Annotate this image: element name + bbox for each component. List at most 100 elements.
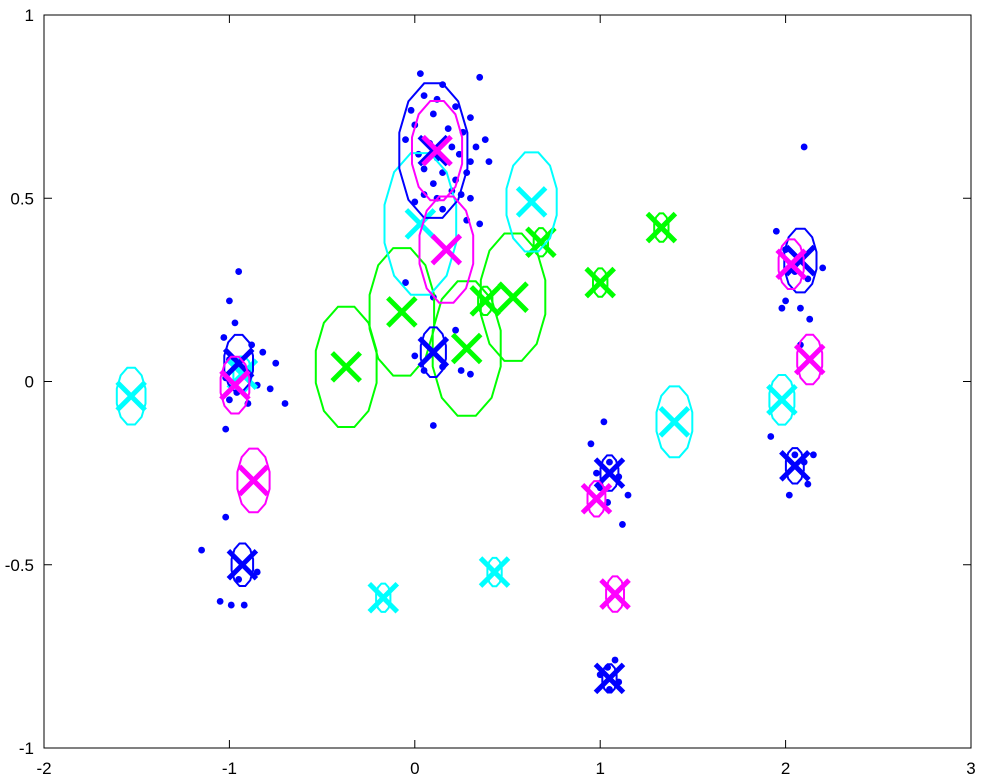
data-point-dot bbox=[198, 546, 205, 554]
cluster-circle bbox=[796, 333, 824, 386]
data-point-dot bbox=[804, 480, 812, 488]
x-mark-stroke bbox=[237, 464, 270, 497]
x-mark-stroke bbox=[515, 186, 548, 218]
x-mark-stroke bbox=[645, 211, 678, 244]
cluster-center-x-mark bbox=[430, 233, 463, 266]
cluster-circle bbox=[383, 152, 458, 296]
data-point-dot bbox=[216, 598, 224, 605]
data-point-dot bbox=[467, 114, 474, 122]
x-tick-label: 3 bbox=[966, 759, 975, 778]
cluster-circle bbox=[777, 238, 805, 290]
data-marks bbox=[115, 70, 827, 695]
data-point-dot bbox=[806, 315, 814, 323]
data-point-dot bbox=[253, 568, 261, 576]
x-mark-stroke bbox=[450, 332, 483, 365]
data-point-dot bbox=[226, 297, 233, 305]
data-point-dot bbox=[797, 304, 804, 312]
cluster-circle bbox=[655, 385, 694, 459]
data-point-dot bbox=[448, 143, 456, 151]
cluster-circle bbox=[505, 151, 558, 253]
data-point-dot bbox=[452, 103, 459, 111]
cluster-center-x-mark bbox=[450, 332, 483, 365]
x-mark-stroke bbox=[766, 384, 798, 416]
x-mark-stroke bbox=[658, 406, 691, 438]
data-point-dot bbox=[606, 685, 613, 693]
cluster-circle bbox=[599, 454, 620, 492]
cluster-circle bbox=[784, 447, 805, 485]
data-point-dot bbox=[485, 158, 493, 166]
x-mark-stroke bbox=[478, 556, 511, 588]
y-tick-label: 0 bbox=[25, 373, 34, 392]
data-point-dot bbox=[411, 352, 419, 360]
cluster-circle bbox=[411, 100, 464, 202]
x-mark-stroke bbox=[386, 296, 418, 328]
data-point-dot bbox=[785, 491, 793, 499]
cluster-center-x-mark bbox=[417, 336, 450, 368]
tick-labels: -2 -1 0 1 2 3-1-0.500.51 bbox=[5, 6, 976, 778]
axes bbox=[43, 14, 972, 749]
x-mark-stroke bbox=[599, 578, 631, 610]
data-point-dot bbox=[266, 385, 274, 393]
cluster-center-x-mark bbox=[404, 208, 437, 240]
data-point-dot bbox=[782, 297, 789, 305]
cluster-center-x-mark bbox=[645, 211, 678, 244]
data-point-dot bbox=[455, 150, 463, 158]
x-tick-label: -2 bbox=[36, 759, 51, 778]
x-tick-label: -1 bbox=[222, 759, 237, 778]
data-point-dot bbox=[222, 513, 230, 521]
x-mark-stroke bbox=[421, 134, 453, 167]
data-point-dot bbox=[272, 359, 280, 367]
x-mark-stroke bbox=[222, 347, 255, 379]
x-mark-stroke bbox=[367, 581, 400, 614]
data-point-dot bbox=[467, 194, 474, 202]
cluster-center-x-mark bbox=[330, 351, 362, 383]
y-tick-label: -1 bbox=[19, 739, 34, 758]
data-point-dot bbox=[429, 110, 437, 118]
data-point-dot bbox=[800, 143, 808, 151]
data-point-dot bbox=[429, 180, 437, 187]
data-point-dot bbox=[606, 458, 613, 466]
x-mark-stroke bbox=[593, 662, 626, 695]
y-tick-label: -0.5 bbox=[5, 556, 34, 575]
x-mark-stroke bbox=[430, 233, 463, 266]
cluster-circle bbox=[368, 247, 436, 377]
data-point-dot bbox=[457, 367, 465, 374]
data-point-dot bbox=[226, 396, 233, 404]
data-point-dot bbox=[429, 422, 437, 429]
data-point-dot bbox=[619, 521, 626, 528]
x-tick-label: 2 bbox=[781, 759, 790, 778]
data-point-dot bbox=[452, 326, 459, 334]
cluster-circle bbox=[398, 82, 469, 219]
data-point-dot bbox=[415, 150, 422, 158]
data-point-dot bbox=[791, 451, 799, 459]
data-point-dot bbox=[402, 279, 409, 286]
y-tick-label: 0.5 bbox=[10, 189, 34, 208]
cluster-center-x-mark bbox=[779, 450, 811, 482]
data-point-dot bbox=[420, 92, 428, 100]
data-point-dot bbox=[819, 264, 827, 272]
x-mark-stroke bbox=[784, 244, 817, 277]
cluster-center-x-mark bbox=[237, 464, 270, 497]
data-point-dot bbox=[407, 106, 415, 114]
data-point-dot bbox=[227, 601, 235, 609]
data-point-dot bbox=[593, 469, 600, 477]
cluster-center-x-mark bbox=[497, 281, 529, 313]
x-mark-stroke bbox=[226, 548, 259, 581]
x-mark-stroke bbox=[115, 380, 147, 412]
data-point-dot bbox=[402, 136, 409, 144]
cluster-circle bbox=[314, 305, 378, 428]
data-point-dot bbox=[611, 656, 619, 664]
x-mark-stroke bbox=[584, 266, 616, 299]
x-mark-stroke bbox=[417, 336, 450, 368]
cluster-center-x-mark bbox=[469, 285, 502, 317]
cluster-circle bbox=[219, 355, 251, 415]
x-mark-stroke bbox=[793, 343, 826, 376]
data-point-dot bbox=[624, 491, 632, 499]
data-point-dot bbox=[810, 451, 817, 459]
cluster-center-x-mark bbox=[784, 244, 817, 277]
x-tick-label: 1 bbox=[595, 759, 604, 778]
x-mark-stroke bbox=[417, 134, 450, 167]
cluster-circle bbox=[586, 480, 607, 518]
data-point-dot bbox=[587, 440, 595, 448]
